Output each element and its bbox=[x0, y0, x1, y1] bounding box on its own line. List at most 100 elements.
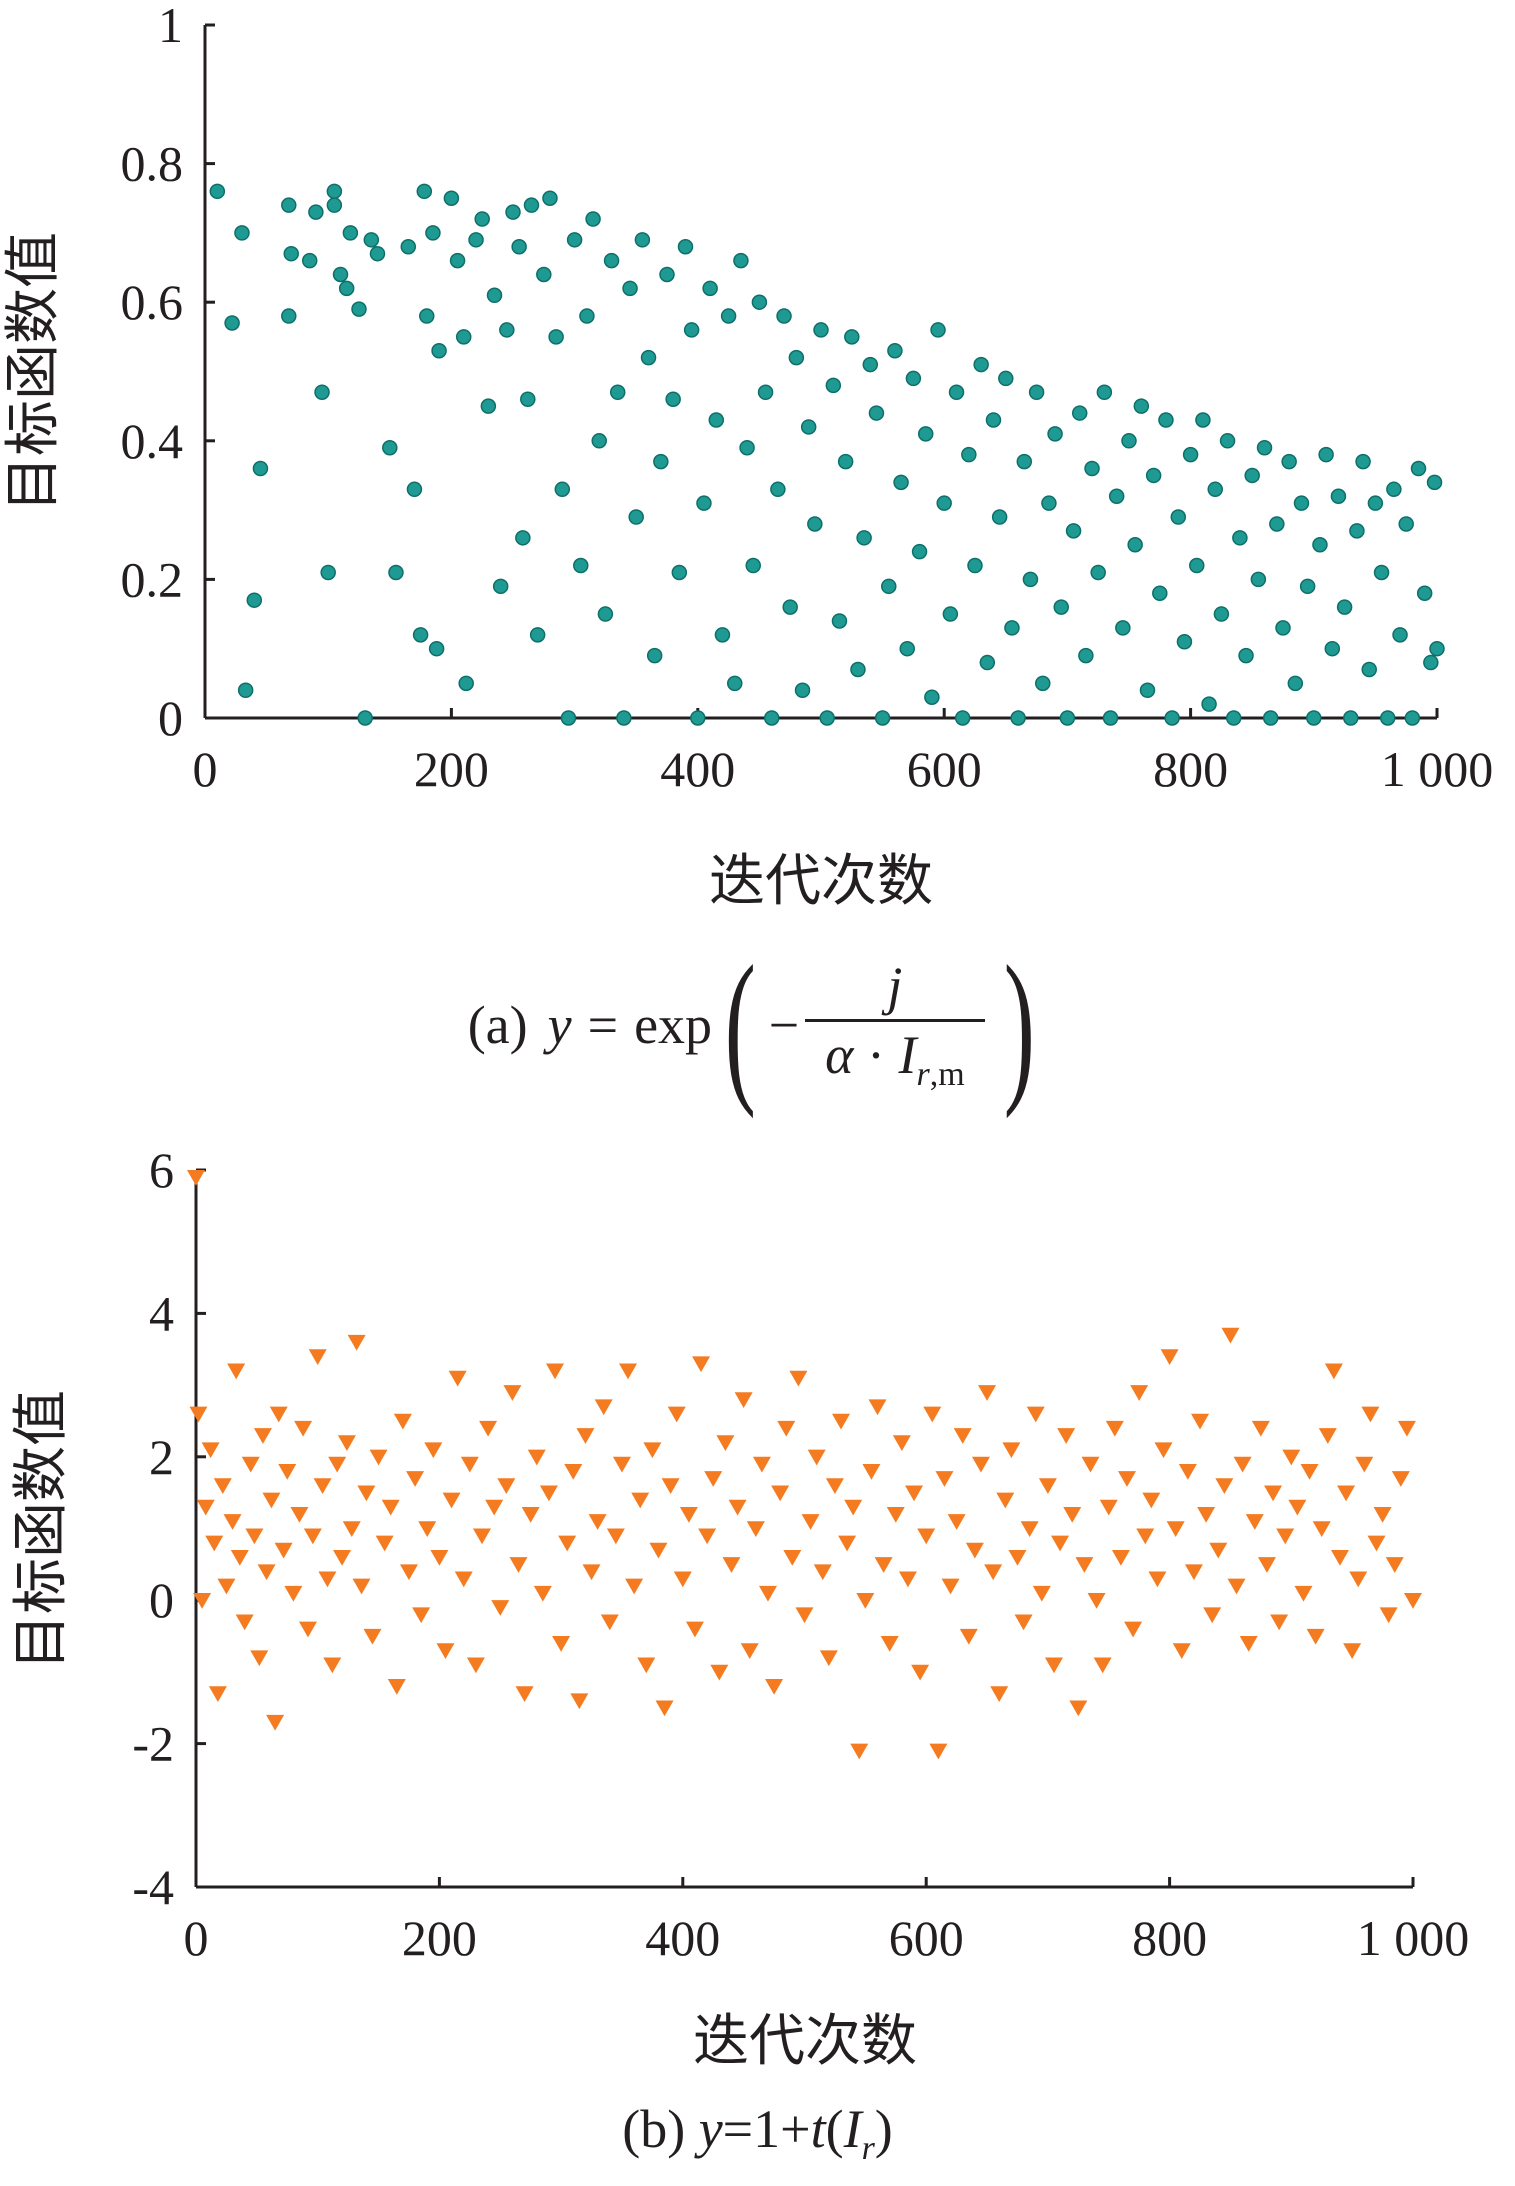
data-point bbox=[308, 204, 324, 220]
data-point bbox=[399, 1564, 418, 1581]
data-point bbox=[1392, 627, 1408, 643]
data-point bbox=[332, 266, 349, 283]
data-point bbox=[573, 557, 589, 574]
data-point bbox=[1160, 1349, 1179, 1365]
data-point bbox=[1349, 1571, 1368, 1588]
data-point bbox=[1197, 1506, 1216, 1523]
data-point bbox=[954, 710, 971, 726]
data-point bbox=[971, 1456, 990, 1473]
data-point bbox=[314, 384, 330, 401]
data-point bbox=[600, 1614, 619, 1631]
chart-b-x-ticks: 0 200 400 600 800 1 000 bbox=[184, 1877, 1470, 1966]
data-point bbox=[807, 516, 823, 532]
data-point bbox=[205, 1535, 224, 1552]
data-point bbox=[1276, 1528, 1295, 1545]
data-point bbox=[1032, 1585, 1051, 1602]
data-point bbox=[1239, 1636, 1258, 1652]
data-point bbox=[667, 1406, 686, 1423]
data-point bbox=[1115, 620, 1131, 636]
data-point bbox=[771, 1485, 790, 1502]
data-point bbox=[591, 433, 607, 449]
data-point bbox=[1429, 640, 1445, 657]
data-point bbox=[1053, 599, 1069, 615]
data-point bbox=[1213, 606, 1230, 622]
data-point bbox=[382, 439, 398, 456]
data-point bbox=[1075, 1557, 1094, 1573]
data-point bbox=[625, 1578, 644, 1595]
data-point bbox=[497, 1478, 516, 1495]
data-point bbox=[412, 627, 429, 643]
data-point bbox=[1269, 516, 1285, 532]
data-point bbox=[665, 391, 681, 407]
data-point bbox=[1209, 1542, 1228, 1559]
data-point bbox=[1084, 460, 1100, 477]
data-point bbox=[677, 239, 694, 255]
data-point bbox=[533, 1585, 552, 1602]
data-point bbox=[352, 1578, 371, 1595]
data-point bbox=[844, 1499, 863, 1516]
data-point bbox=[1423, 654, 1439, 671]
data-point bbox=[328, 1456, 347, 1473]
data-point bbox=[1184, 1564, 1203, 1581]
data-point bbox=[363, 232, 380, 248]
data-point bbox=[1105, 1420, 1124, 1437]
data-point bbox=[893, 474, 909, 491]
data-point bbox=[1136, 1528, 1155, 1545]
data-point bbox=[351, 301, 367, 317]
data-point bbox=[539, 1485, 558, 1502]
data-point bbox=[911, 1664, 930, 1681]
data-point bbox=[1207, 481, 1223, 498]
data-point bbox=[1288, 1499, 1307, 1516]
data-point bbox=[1225, 710, 1242, 726]
data-point bbox=[303, 1528, 322, 1545]
data-point bbox=[739, 439, 755, 456]
x-tick-label: 400 bbox=[660, 741, 735, 797]
caption-right-paren: ) bbox=[1003, 931, 1035, 1119]
data-point bbox=[1170, 509, 1187, 525]
data-point bbox=[485, 1499, 504, 1516]
data-point bbox=[979, 654, 996, 671]
data-point bbox=[431, 342, 447, 359]
data-point bbox=[813, 1564, 832, 1581]
data-point bbox=[757, 384, 774, 401]
data-point bbox=[770, 481, 786, 498]
data-point bbox=[511, 239, 527, 255]
data-point bbox=[606, 1528, 625, 1545]
data-point bbox=[683, 322, 700, 338]
data-point bbox=[1139, 682, 1156, 699]
data-point bbox=[1219, 433, 1236, 449]
x-tick-label: 1 000 bbox=[1357, 1910, 1470, 1966]
data-point bbox=[819, 1650, 838, 1667]
data-point bbox=[637, 1657, 656, 1674]
data-point bbox=[850, 1743, 869, 1760]
data-point bbox=[679, 1506, 698, 1523]
data-point bbox=[659, 266, 675, 283]
data-point bbox=[777, 1420, 796, 1437]
data-point bbox=[1287, 675, 1304, 692]
data-point bbox=[237, 682, 254, 699]
data-point bbox=[1373, 564, 1390, 581]
data-point bbox=[1158, 412, 1174, 428]
data-point bbox=[290, 1506, 309, 1523]
data-point bbox=[973, 356, 989, 373]
data-point bbox=[1410, 460, 1427, 477]
data-point bbox=[783, 1549, 802, 1566]
data-point bbox=[1152, 585, 1168, 602]
data-point bbox=[832, 1413, 851, 1430]
chart-a-x-label: 迭代次数 bbox=[709, 849, 933, 914]
data-point bbox=[1071, 405, 1088, 421]
data-point bbox=[941, 1578, 960, 1595]
data-point bbox=[1404, 1593, 1422, 1609]
data-point bbox=[492, 578, 509, 595]
data-point bbox=[1081, 1456, 1100, 1473]
data-point bbox=[1093, 1657, 1112, 1674]
data-point bbox=[209, 183, 226, 200]
data-point bbox=[1172, 1643, 1191, 1659]
data-point bbox=[1010, 710, 1026, 726]
data-point bbox=[1118, 1471, 1137, 1487]
data-point bbox=[1065, 523, 1082, 539]
data-point bbox=[850, 661, 866, 678]
data-point bbox=[400, 239, 417, 255]
data-point bbox=[466, 1657, 485, 1674]
data-point bbox=[1051, 1535, 1070, 1552]
